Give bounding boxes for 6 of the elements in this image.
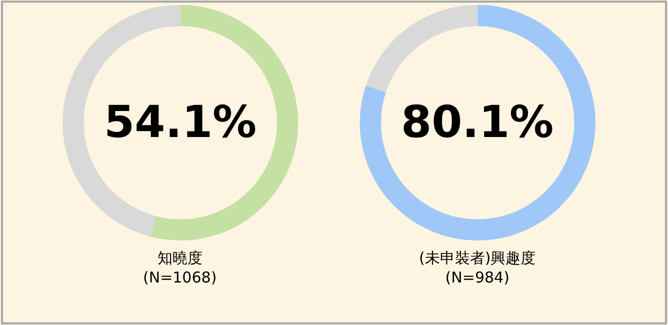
donut-slice — [360, 4, 596, 240]
donut-slice — [366, 4, 478, 92]
text: (未申裝者)興趣度 (N=984) — [419, 249, 536, 286]
text: 54.1% — [104, 97, 257, 148]
text: 知曉度 (N=1068) — [143, 249, 217, 286]
text: 80.1% — [401, 97, 554, 148]
